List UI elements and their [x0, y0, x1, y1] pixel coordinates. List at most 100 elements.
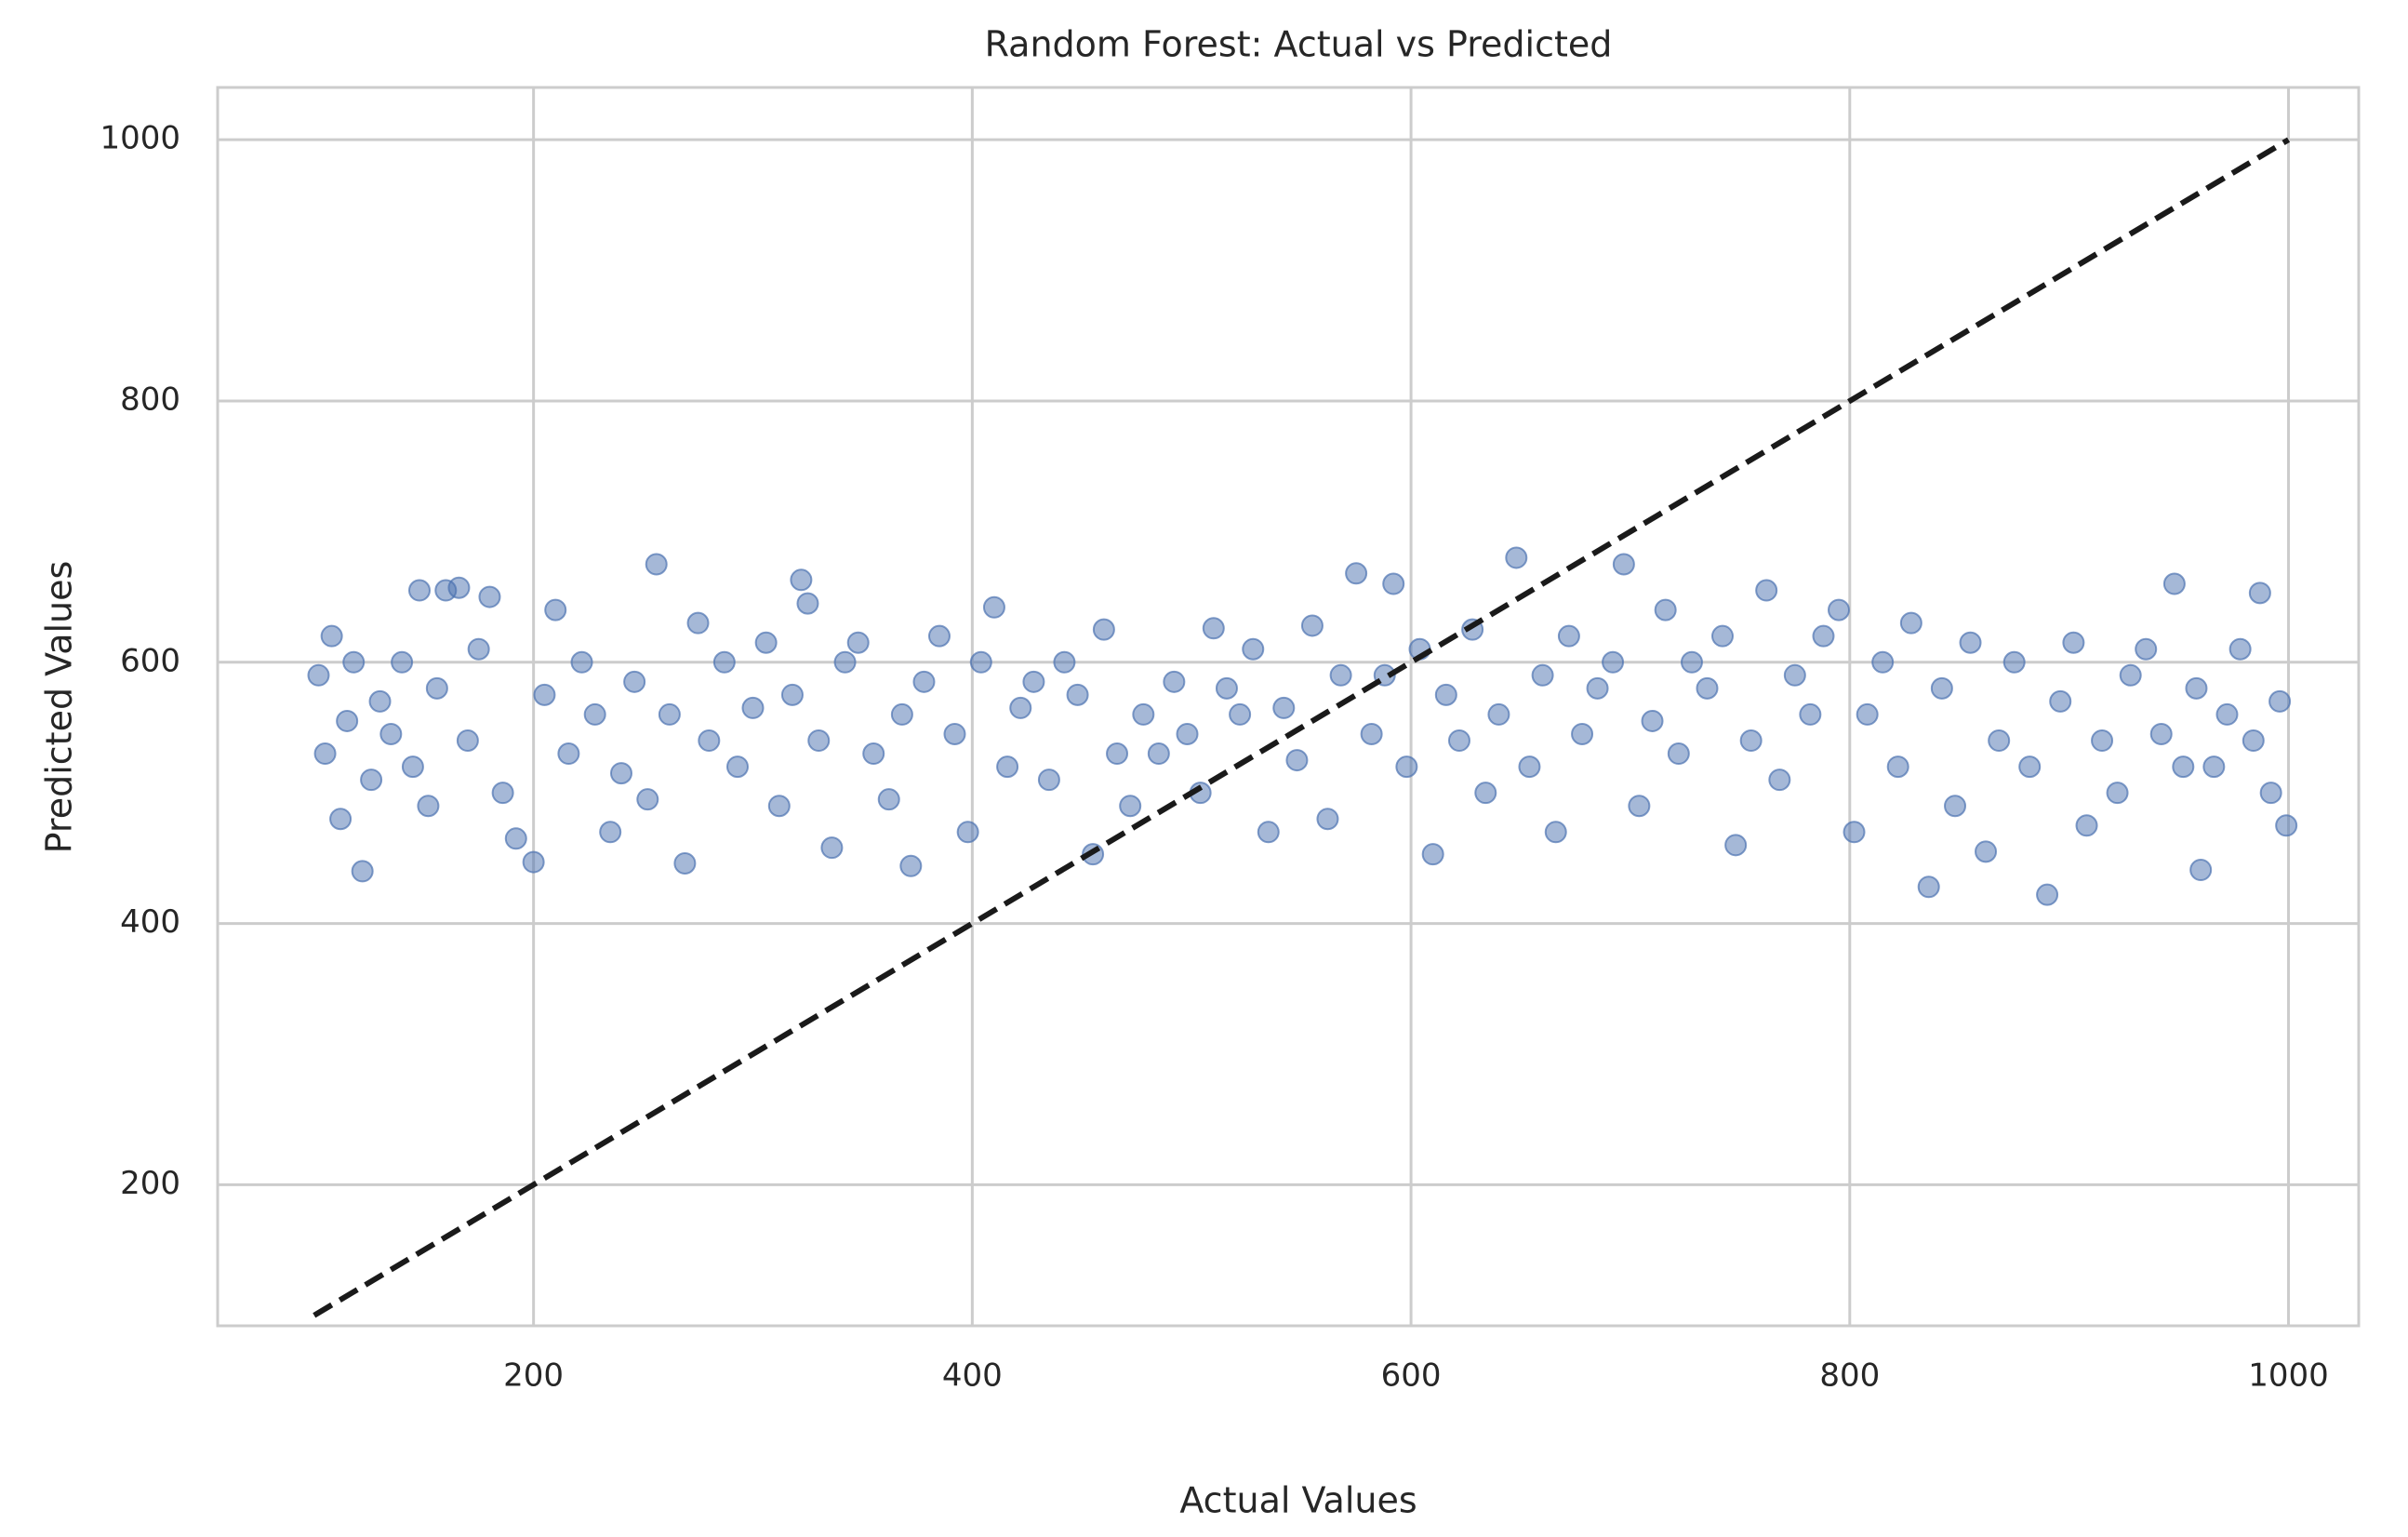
point [2228, 637, 2252, 661]
point [1272, 696, 1296, 719]
y-tick-label: 800 [120, 381, 180, 418]
point [890, 702, 913, 726]
point [2268, 689, 2292, 713]
point [943, 722, 966, 745]
x-tick-label: 400 [942, 1357, 1003, 1395]
point [698, 729, 721, 753]
point [1202, 617, 1225, 640]
point [1518, 755, 1541, 779]
point [1654, 598, 1677, 621]
point [1571, 722, 1594, 745]
point [1447, 729, 1470, 753]
point [1474, 782, 1497, 805]
point [467, 637, 490, 661]
point [2049, 689, 2072, 713]
point [725, 755, 749, 779]
reference-line [313, 137, 2291, 1318]
point [478, 585, 501, 608]
point [570, 650, 593, 674]
point [1602, 650, 1625, 674]
point [807, 729, 831, 753]
point [780, 683, 804, 706]
point [1724, 834, 1748, 857]
point [522, 850, 545, 874]
point [658, 702, 681, 726]
point [1667, 742, 1690, 766]
point [1300, 614, 1324, 637]
point [1828, 598, 1851, 621]
x-axis-label: Actual Values [1179, 1480, 1417, 1521]
point [1257, 821, 1280, 844]
point [1586, 676, 1609, 700]
point [2075, 814, 2098, 837]
point [1229, 702, 1252, 726]
y-tick-label: 600 [120, 642, 180, 679]
point [2185, 676, 2208, 700]
point [1799, 702, 1822, 726]
point [833, 650, 857, 674]
point [2119, 663, 2142, 687]
point [599, 821, 622, 844]
point [1434, 683, 1457, 706]
point [320, 624, 343, 648]
point [2242, 729, 2265, 753]
point [2018, 755, 2042, 779]
point [1092, 618, 1115, 641]
point [899, 854, 923, 877]
point [1487, 702, 1510, 726]
point [767, 795, 791, 818]
point [456, 729, 479, 753]
point [1899, 611, 1922, 635]
point [2002, 650, 2026, 674]
point [2202, 755, 2226, 779]
point [1768, 768, 1791, 792]
x-tick-label: 800 [1819, 1357, 1880, 1395]
point [754, 631, 778, 654]
point [877, 788, 900, 811]
point [1345, 562, 1368, 585]
point [1628, 795, 1651, 818]
point [407, 579, 431, 602]
point [1395, 755, 1418, 779]
point [1739, 729, 1763, 753]
point [609, 762, 632, 785]
point [336, 709, 359, 732]
point [342, 650, 366, 674]
point [796, 592, 819, 615]
point [1641, 709, 1664, 732]
point [1755, 579, 1778, 602]
point [1856, 702, 1879, 726]
chart-title: Random Forest: Actual vs Predicted [985, 24, 1613, 65]
point [1053, 650, 1076, 674]
point [927, 624, 951, 648]
point [790, 568, 813, 592]
point [1531, 663, 1554, 687]
point [1930, 676, 1953, 700]
x-tick-label: 200 [503, 1357, 564, 1395]
point [1242, 637, 1265, 661]
point [1382, 572, 1405, 595]
point [1329, 663, 1352, 687]
point [862, 742, 885, 766]
point [1215, 676, 1238, 700]
point [2275, 814, 2298, 837]
point [712, 650, 736, 674]
point [351, 860, 374, 883]
y-tick-label: 200 [120, 1165, 180, 1202]
point [1505, 546, 1528, 569]
point [307, 663, 330, 687]
point [417, 795, 440, 818]
point [557, 742, 580, 766]
point [1612, 553, 1635, 576]
point [1360, 722, 1383, 745]
y-axis-label: Predicted Values [39, 561, 80, 854]
point [996, 755, 1019, 779]
point [1988, 729, 2011, 753]
point [982, 595, 1005, 619]
point [313, 742, 337, 766]
point [2215, 702, 2239, 726]
point [379, 722, 403, 745]
point [1783, 663, 1806, 687]
point [1886, 755, 1909, 779]
